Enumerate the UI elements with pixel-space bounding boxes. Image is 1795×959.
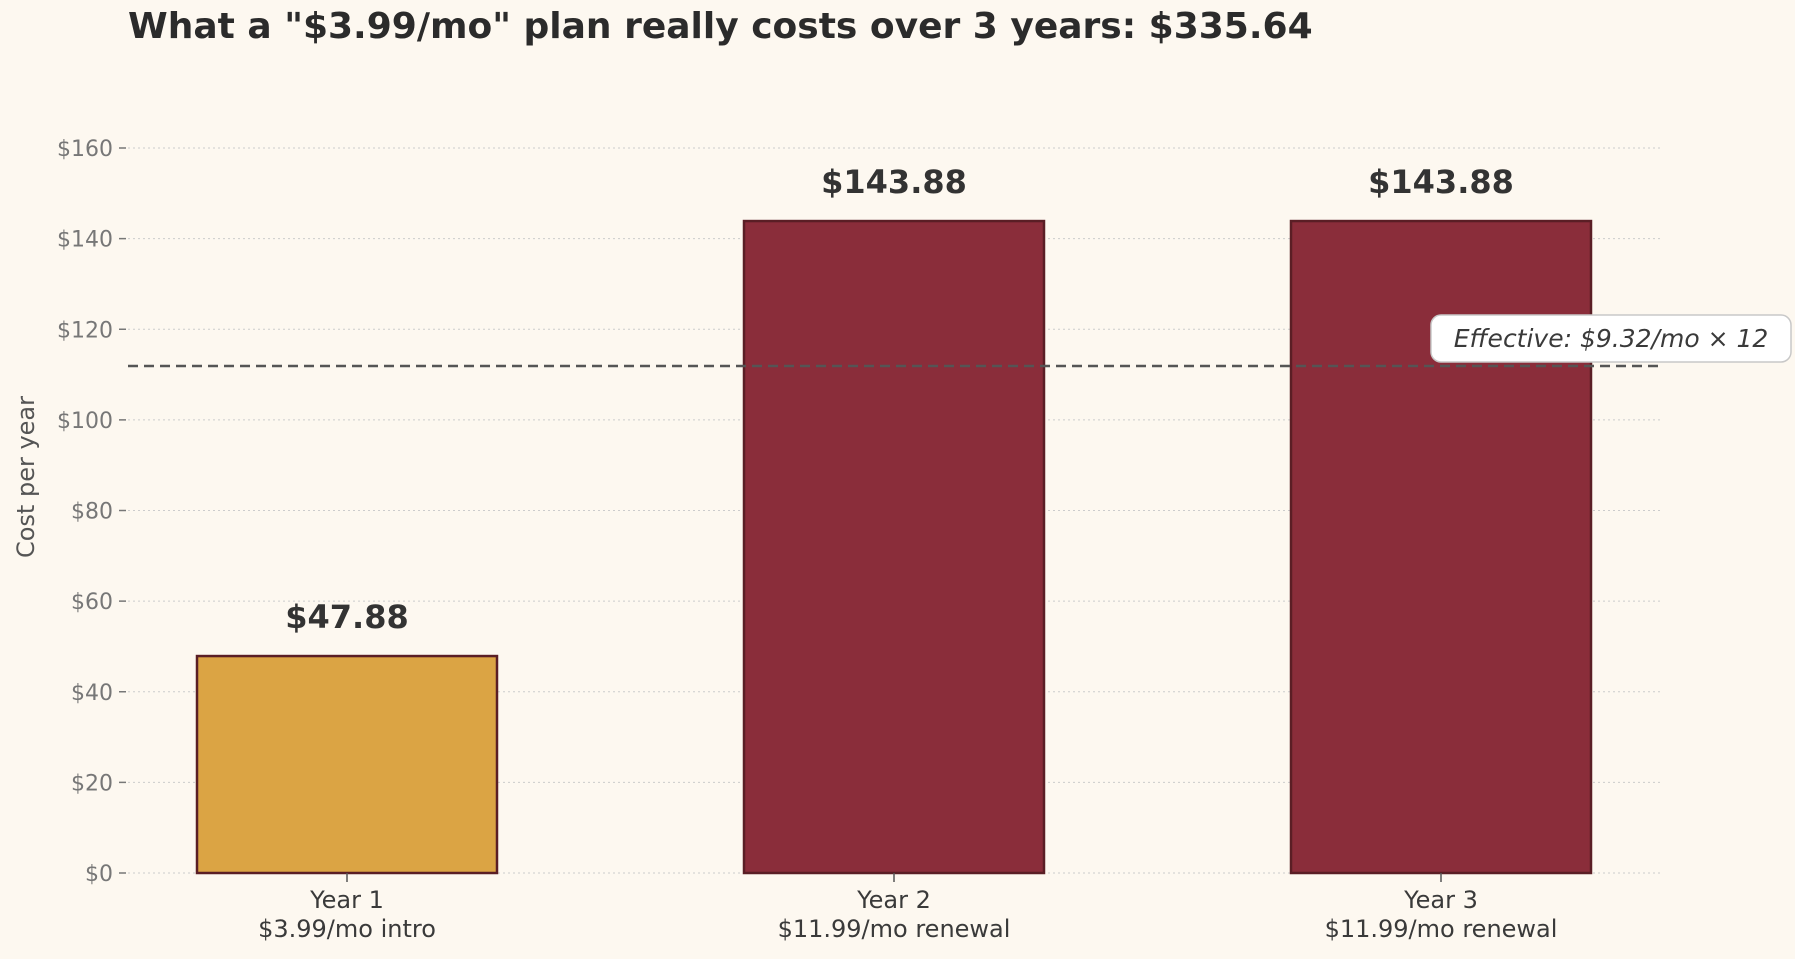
x-tick-sublabel: $11.99/mo renewal — [1325, 915, 1558, 943]
y-tick-label: $80 — [71, 500, 113, 525]
y-tick-label: $140 — [57, 228, 113, 253]
bar — [195, 654, 499, 875]
y-tick-label: $100 — [57, 409, 113, 434]
bars — [195, 219, 1593, 875]
bar-value-label: $143.88 — [821, 163, 967, 201]
x-tick-label: Year 2 — [856, 886, 931, 914]
bar-value-label: $143.88 — [1368, 163, 1514, 201]
bar — [742, 219, 1046, 875]
y-tick-label: $0 — [85, 862, 113, 887]
reference-line-label-box — [1430, 314, 1792, 363]
bar-value-label: $47.88 — [285, 598, 408, 636]
x-tick-label: Year 3 — [1403, 886, 1478, 914]
y-tick-label: $120 — [57, 318, 113, 343]
y-tick-label: $160 — [57, 137, 113, 162]
value-labels: $47.88 $143.88 $143.88 — [285, 163, 1514, 636]
y-tick-label: $60 — [71, 590, 113, 615]
x-tick-sublabel: $11.99/mo renewal — [778, 915, 1011, 943]
chart-title: What a "$3.99/mo" plan really costs over… — [128, 6, 1313, 47]
x-tick-label: Year 1 — [309, 886, 384, 914]
reference-line-label: Effective: $9.32/mo × 12 — [1454, 324, 1769, 353]
reference-line-group: Effective: $9.32/mo × 12 — [128, 314, 1792, 368]
y-tick-label: $40 — [71, 681, 113, 706]
x-tick-sublabel: $3.99/mo intro — [258, 915, 436, 943]
y-axis-ticks: $0 $20 $40 $60 $80 $100 $120 $140 $160 — [57, 137, 126, 887]
y-axis-label: Cost per year — [12, 396, 40, 558]
y-tick-label: $20 — [71, 771, 113, 796]
